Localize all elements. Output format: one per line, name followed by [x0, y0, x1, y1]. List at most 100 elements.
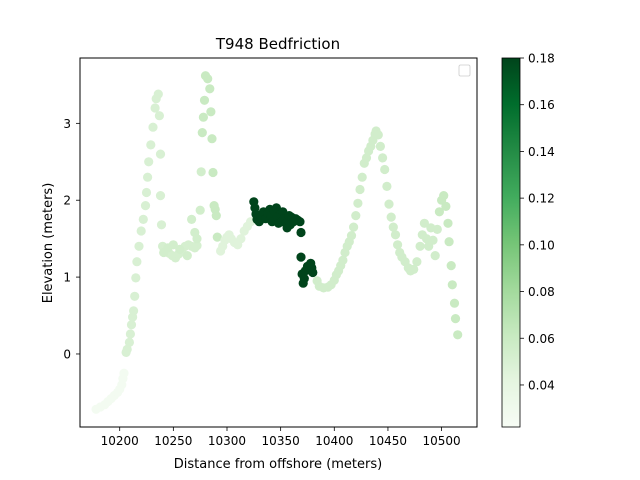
data-point — [124, 337, 134, 347]
data-point — [155, 149, 166, 159]
legend-box — [458, 64, 471, 77]
data-point — [203, 74, 213, 84]
data-point — [119, 368, 129, 378]
data-point — [132, 257, 142, 267]
data-point — [212, 232, 222, 242]
data-point — [412, 257, 422, 267]
data-point — [155, 191, 166, 201]
data-point — [390, 230, 401, 240]
data-point — [450, 314, 461, 324]
data-point — [353, 198, 363, 208]
x-tick-label: 10450 — [369, 434, 407, 448]
plot-frame — [79, 57, 478, 428]
y-axis-label: Elevation (meters) — [41, 183, 56, 304]
data-point — [443, 218, 453, 228]
data-point — [168, 240, 178, 250]
data-point — [156, 220, 167, 230]
data-point — [154, 111, 164, 121]
data-point — [206, 107, 216, 117]
colorbar-tick-label: 0.06 — [528, 332, 555, 346]
data-point — [144, 157, 154, 167]
data-point — [441, 201, 451, 211]
colorbar-tick-label: 0.12 — [528, 192, 555, 206]
data-point — [446, 261, 456, 271]
data-point — [136, 226, 146, 236]
data-point — [296, 227, 306, 238]
colorbar-tick-label: 0.14 — [528, 145, 555, 159]
data-point — [432, 224, 442, 234]
x-tick-label: 10400 — [315, 434, 353, 448]
data-point — [143, 172, 153, 182]
x-tick-label: 10250 — [154, 434, 192, 448]
data-point — [357, 172, 367, 182]
data-point — [444, 237, 454, 247]
data-point — [382, 181, 392, 191]
data-point — [130, 291, 140, 301]
data-point — [192, 234, 202, 244]
y-tick-label: 2 — [63, 194, 71, 208]
data-point — [187, 214, 197, 224]
data-point — [299, 274, 309, 284]
data-point — [415, 241, 425, 251]
x-tick-label: 10350 — [262, 434, 300, 448]
data-point — [197, 128, 207, 138]
y-tick-label: 1 — [63, 271, 71, 285]
data-point — [419, 218, 429, 228]
data-points — [91, 71, 463, 414]
data-point — [386, 212, 396, 222]
data-point — [208, 167, 218, 178]
data-point — [439, 191, 449, 201]
x-tick-label: 10500 — [422, 434, 460, 448]
data-point — [447, 280, 457, 290]
data-point — [351, 211, 361, 221]
data-point — [141, 187, 152, 198]
data-point — [380, 164, 390, 175]
data-point — [138, 214, 148, 224]
data-point — [373, 130, 383, 140]
x-tick-label: 10300 — [208, 434, 246, 448]
data-point — [211, 211, 221, 221]
data-point — [198, 112, 208, 122]
data-point — [146, 140, 156, 150]
data-point — [150, 103, 160, 113]
x-axis-ticks: 10200 10250 10300 10350 10400 10450 10500 — [101, 427, 461, 448]
data-point — [126, 320, 137, 330]
data-point — [205, 84, 215, 94]
data-point — [129, 306, 139, 316]
chart-title: T948 Bedfriction — [215, 35, 340, 53]
data-point — [153, 89, 163, 99]
data-point — [449, 298, 460, 308]
data-point — [346, 231, 357, 241]
data-point — [182, 251, 192, 261]
data-point — [236, 234, 246, 244]
data-point — [122, 344, 132, 354]
data-point — [355, 184, 365, 195]
colorbar — [501, 57, 521, 428]
y-axis-ticks: 0 1 2 3 — [63, 117, 80, 361]
data-point — [140, 201, 151, 211]
data-point — [375, 141, 385, 151]
data-point — [125, 329, 135, 339]
data-point — [199, 95, 210, 105]
y-tick-label: 3 — [63, 117, 71, 131]
x-axis-label: Distance from offshore (meters) — [174, 457, 382, 472]
data-point — [131, 273, 141, 283]
data-point — [434, 207, 444, 217]
data-point — [384, 199, 394, 209]
data-point — [430, 251, 440, 261]
data-point — [338, 255, 348, 265]
data-point — [192, 241, 202, 251]
data-point — [361, 153, 372, 163]
colorbar-tick-label: 0.08 — [528, 285, 555, 299]
data-point — [428, 235, 438, 245]
data-point — [296, 252, 306, 262]
data-point — [409, 264, 419, 274]
data-point — [175, 244, 185, 254]
data-point — [295, 217, 305, 227]
data-point — [349, 222, 359, 232]
data-point — [453, 330, 463, 340]
data-point — [196, 167, 206, 177]
y-tick-label: 0 — [63, 347, 71, 361]
colorbar-tick-label: 0.16 — [528, 98, 555, 112]
